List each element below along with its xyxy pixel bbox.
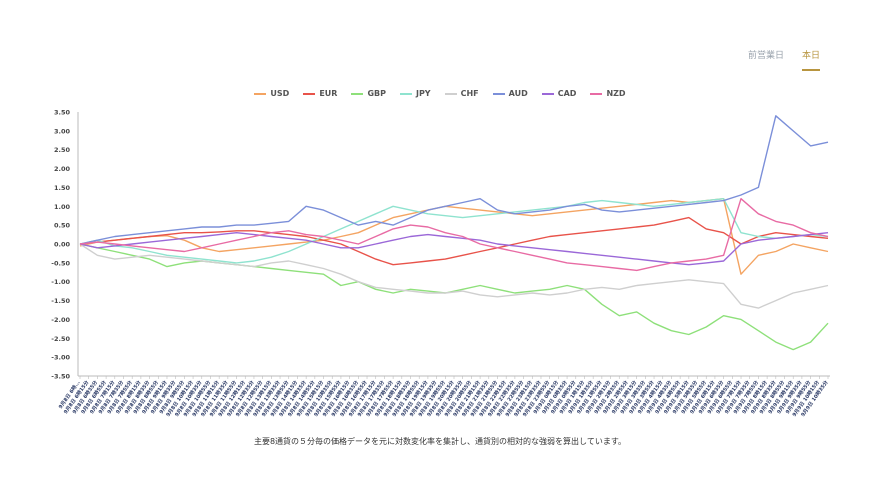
legend-swatch — [399, 92, 412, 95]
series-line-nzd — [79, 197, 829, 272]
y-tick-label: -3.50 — [51, 373, 70, 381]
legend-item-aud[interactable]: AUD — [492, 89, 528, 98]
y-tick-label: 3.00 — [54, 127, 71, 135]
legend-swatch — [444, 92, 457, 95]
legend-label: NZD — [606, 89, 626, 98]
y-tick-label: -1.50 — [51, 297, 70, 305]
y-tick-label: 2.50 — [54, 146, 71, 154]
y-tick-label: 2.00 — [54, 165, 71, 173]
y-tick-label: -1.00 — [51, 278, 70, 286]
y-tick-label: -2.50 — [51, 335, 70, 343]
tab-today[interactable]: 本日 — [801, 48, 820, 71]
legend-label: AUD — [508, 89, 528, 98]
legend-item-cad[interactable]: CAD — [541, 89, 577, 98]
legend-label: GBP — [367, 89, 386, 98]
y-tick-label: 0.50 — [54, 222, 71, 230]
y-tick-label: -0.50 — [51, 259, 70, 267]
legend-swatch — [590, 92, 603, 95]
chart-caption: 主要8通貨の５分毎の価格データを元に対数変化率を集計し、通貨別の相対的な強弱を算… — [253, 437, 627, 446]
legend-swatch — [303, 92, 316, 95]
legend-swatch — [492, 92, 505, 95]
legend-swatch — [541, 92, 554, 95]
y-tick-label: 3.50 — [54, 109, 71, 117]
series-line-cad — [79, 231, 829, 266]
y-tick-label: 1.00 — [54, 203, 71, 211]
legend-label: EUR — [319, 89, 338, 98]
series-line-eur — [79, 216, 829, 266]
legend-item-chf[interactable]: CHF — [444, 89, 479, 98]
series-line-chf — [79, 243, 829, 309]
y-tick-label: -3.00 — [51, 354, 70, 362]
legend-label: CHF — [460, 89, 479, 98]
legend-item-usd[interactable]: USD — [254, 89, 289, 98]
y-tick-label: 0.00 — [54, 241, 71, 249]
y-tick-label: -2.00 — [51, 316, 70, 324]
series-line-jpy — [79, 197, 829, 264]
series-line-aud — [79, 115, 829, 245]
legend-label: USD — [270, 89, 290, 98]
legend-item-nzd[interactable]: NZD — [590, 89, 626, 98]
tab-previous-day[interactable]: 前営業日 — [747, 51, 784, 61]
period-tabs: 前営業日 本日 — [748, 48, 820, 71]
legend-item-gbp[interactable]: GBP — [351, 89, 386, 98]
legend-swatch — [254, 92, 267, 95]
y-tick-label: 1.50 — [54, 184, 71, 192]
legend-label: CAD — [557, 89, 577, 98]
legend-swatch — [351, 92, 364, 95]
legend-item-eur[interactable]: EUR — [303, 89, 337, 98]
legend-item-jpy[interactable]: JPY — [399, 89, 431, 98]
series-line-usd — [79, 197, 829, 275]
chart-legend: USD EUR GBP JPY CHF AUD CAD NZD — [0, 89, 880, 98]
legend-label: JPY — [415, 89, 431, 98]
